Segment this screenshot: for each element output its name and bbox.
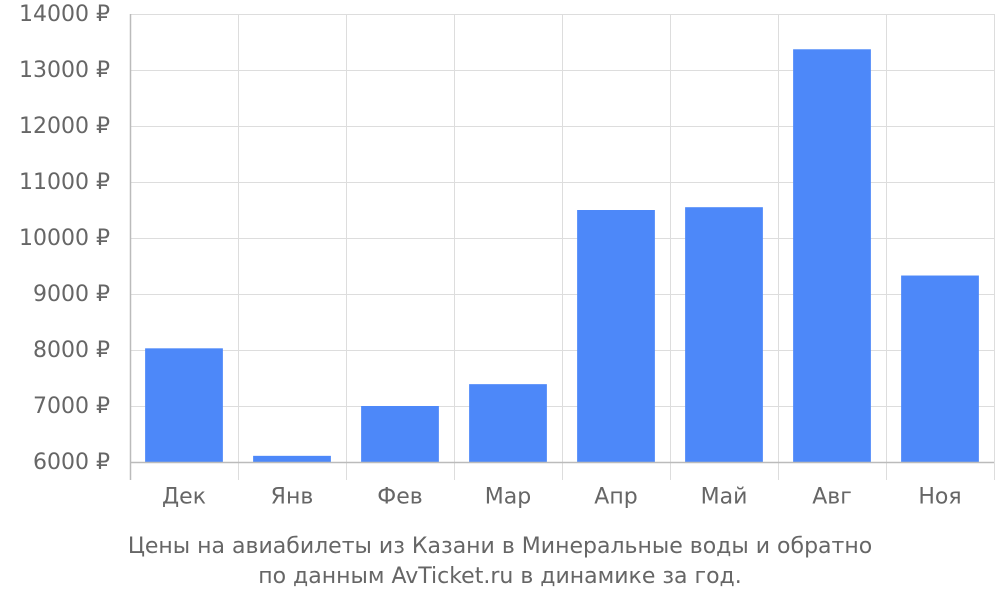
y-tick-label: 6000 ₽ xyxy=(33,450,110,475)
y-tick-label: 8000 ₽ xyxy=(33,338,110,363)
axes xyxy=(129,14,994,480)
bar-Мар xyxy=(469,384,547,462)
bar-Фев xyxy=(361,406,439,462)
x-tick-label: Мар xyxy=(485,485,531,510)
x-tick-label: Авг xyxy=(812,485,852,510)
x-tick-labels: Дек Янв Фев Мар Апр Май Авг Ноя xyxy=(162,485,962,510)
bars xyxy=(145,49,979,462)
x-tick-label: Ноя xyxy=(918,485,961,510)
x-tick-label: Апр xyxy=(594,485,637,510)
y-tick-labels: 6000 ₽ 7000 ₽ 8000 ₽ 9000 ₽ 10000 ₽ 11000 ₽ 12… xyxy=(19,2,110,475)
y-tick-label: 12000 ₽ xyxy=(19,114,110,139)
grid-lines xyxy=(130,14,995,480)
y-tick-label: 10000 ₽ xyxy=(19,226,110,251)
x-tick-label: Дек xyxy=(162,485,206,510)
y-tick-label: 7000 ₽ xyxy=(33,394,110,419)
x-tick-label: Фев xyxy=(377,485,422,510)
y-tick-label: 11000 ₽ xyxy=(19,170,110,195)
chart-caption-line-1: Цены на авиабилеты из Казани в Минеральн… xyxy=(127,534,873,559)
bar-Май xyxy=(685,207,763,462)
bar-Янв xyxy=(253,455,331,462)
y-tick-label: 13000 ₽ xyxy=(19,58,110,83)
bar-Авг xyxy=(793,49,871,462)
y-tick-label: 14000 ₽ xyxy=(19,2,110,27)
bar-Ноя xyxy=(901,275,979,462)
x-tick-label: Янв xyxy=(271,485,314,510)
bar-Дек xyxy=(145,348,223,462)
x-tick-label: Май xyxy=(701,485,748,510)
chart-caption-line-2: по данным AvTicket.ru в динамике за год. xyxy=(258,564,742,589)
y-tick-label: 9000 ₽ xyxy=(33,282,110,307)
bar-Апр xyxy=(577,210,655,462)
